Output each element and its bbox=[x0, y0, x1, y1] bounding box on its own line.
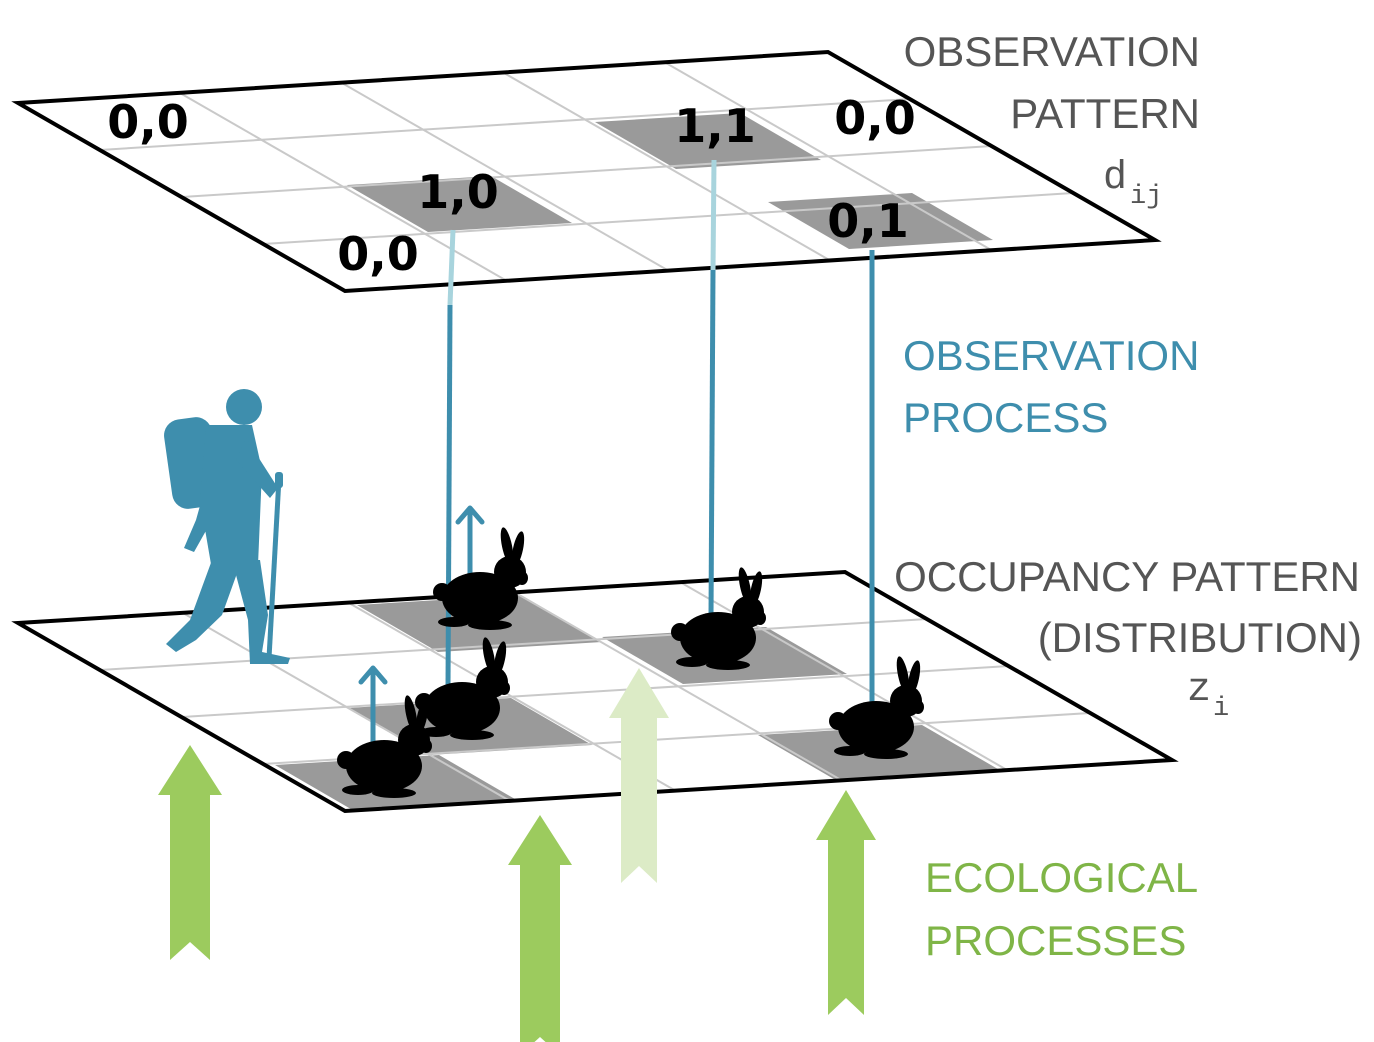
up-arrow-icon bbox=[816, 790, 876, 1015]
cell-value: 1,1 bbox=[674, 99, 756, 153]
cell-value: 0,0 bbox=[107, 95, 189, 149]
observation-process-label: PROCESS bbox=[903, 394, 1108, 441]
ecological-processes-label: PROCESSES bbox=[925, 917, 1186, 964]
up-arrow-icon bbox=[455, 505, 485, 585]
occupancy-pattern-label: OCCUPANCY PATTERN bbox=[894, 553, 1360, 600]
occupancy-symbol: z bbox=[1187, 668, 1211, 713]
observation-pattern-label: OBSERVATION bbox=[904, 28, 1200, 75]
hiker-silhouette-icon bbox=[164, 389, 290, 664]
up-arrow-icon bbox=[358, 665, 388, 748]
observation-process-label: OBSERVATION bbox=[903, 332, 1199, 379]
shaded-cell bbox=[768, 193, 993, 249]
cell-value: 0,1 bbox=[827, 194, 909, 248]
up-arrow-icon bbox=[158, 745, 222, 960]
shaded-cell bbox=[595, 113, 821, 169]
occupancy-subscript: i bbox=[1213, 694, 1229, 724]
cell-value: 0,0 bbox=[337, 227, 419, 281]
ecological-processes-label: ECOLOGICAL bbox=[925, 854, 1198, 901]
cell-value: 1,0 bbox=[417, 165, 499, 219]
observation-symbol: d bbox=[1103, 156, 1127, 201]
occupancy-pattern-label: (DISTRIBUTION) bbox=[1038, 614, 1362, 661]
cell-value: 0,0 bbox=[834, 91, 916, 145]
observation-pattern-label: PATTERN bbox=[1010, 90, 1200, 137]
observation-subscript: ij bbox=[1130, 182, 1162, 212]
shaded-cell bbox=[347, 176, 572, 232]
observation-plane bbox=[11, 49, 1162, 294]
up-arrow-icon bbox=[508, 815, 572, 1042]
